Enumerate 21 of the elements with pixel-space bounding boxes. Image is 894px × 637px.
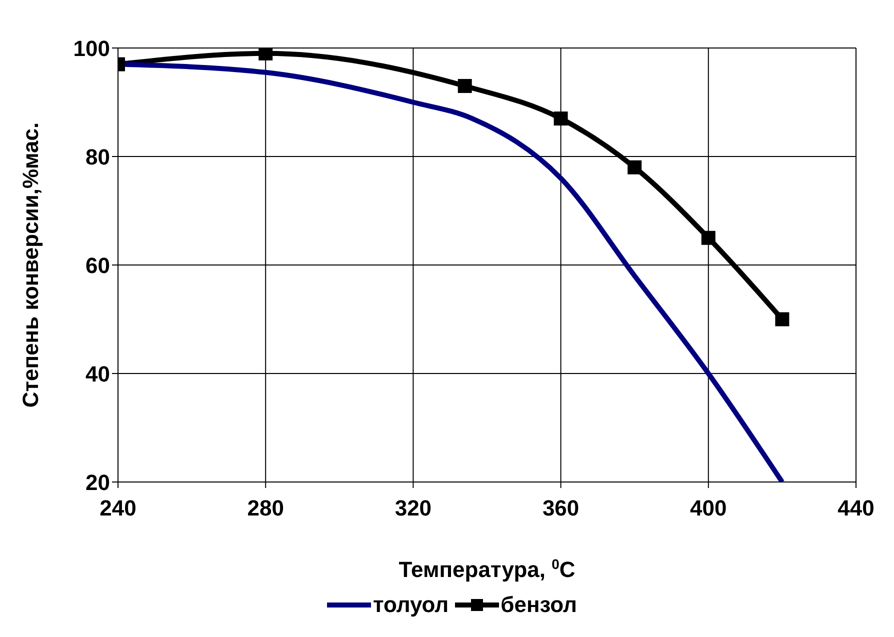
- y-tick-label: 20: [86, 470, 110, 495]
- x-tick-label: 280: [247, 496, 284, 521]
- point: [628, 160, 642, 174]
- point: [701, 230, 716, 245]
- x-tick-label: 360: [542, 496, 580, 521]
- legend-label: бензол: [500, 592, 577, 618]
- x-tick-label: 320: [394, 496, 432, 521]
- point: [258, 48, 273, 60]
- y-tick-label: 80: [86, 144, 110, 170]
- y-tick-label: 60: [86, 252, 110, 278]
- point: [458, 78, 472, 93]
- legend-label: толуол: [372, 592, 449, 618]
- x-tick-label: 440: [838, 496, 874, 521]
- x-tick-label: 400: [690, 496, 727, 521]
- point: [775, 312, 790, 326]
- point: [554, 112, 568, 126]
- y-tick-label: 100: [73, 36, 110, 61]
- y-axis-title: Степень конверсии,%мас.: [18, 122, 43, 408]
- x-axis-title: Температура, $^{0}$C: [398, 556, 576, 582]
- x-tick-label: 240: [100, 496, 136, 521]
- y-tick-label: 40: [86, 361, 110, 386]
